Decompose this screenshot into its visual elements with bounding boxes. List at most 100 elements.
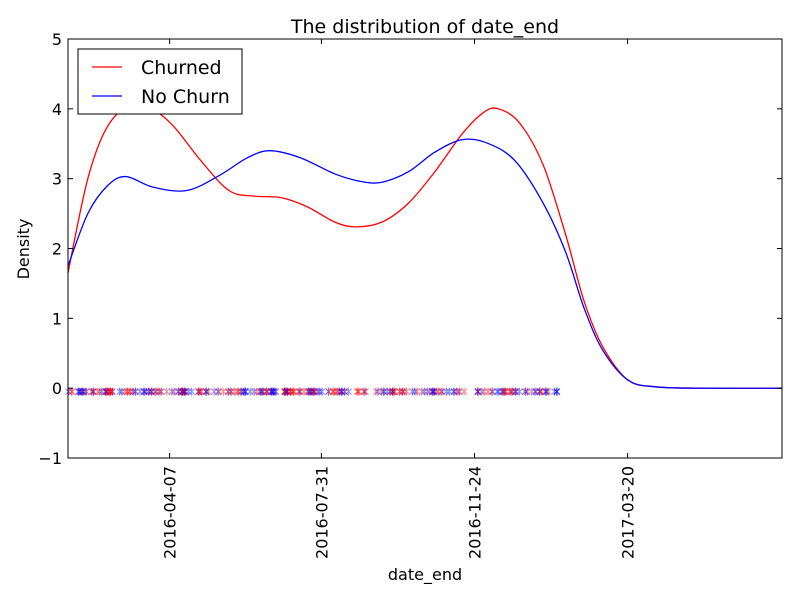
rug-mark (338, 387, 346, 396)
rug-mark (337, 387, 345, 396)
rug-mark (390, 387, 398, 396)
rug-mark (126, 387, 134, 396)
rug-mark (522, 387, 529, 396)
rug-mark (108, 387, 116, 396)
rug-mark (512, 387, 519, 396)
rug-mark (257, 387, 265, 396)
rug-mark (116, 387, 124, 396)
rug-mark (428, 387, 436, 396)
rug-mark (127, 387, 135, 396)
rug-mark (528, 387, 535, 396)
rug-mark (241, 387, 248, 396)
rug-mark (354, 387, 362, 396)
rug-mark (396, 387, 404, 396)
rug-mark (174, 387, 182, 396)
rug-mark (331, 387, 338, 396)
rug-mark (411, 387, 419, 396)
rug-mark (242, 387, 249, 396)
rug-mark (107, 387, 114, 396)
rug-mark (196, 387, 204, 396)
legend-label: Churned (141, 57, 222, 79)
rug-mark (538, 387, 545, 396)
rug-mark (145, 387, 152, 396)
rug-mark (296, 387, 304, 396)
x-tick-label: 2016-07-31 (312, 466, 331, 559)
y-tick-label: 3 (52, 170, 62, 189)
rug-mark (79, 387, 86, 396)
rug-mark (257, 387, 264, 396)
rug-mark (263, 387, 270, 396)
rug-mark (250, 387, 258, 396)
rug-mark (501, 387, 508, 396)
rug-mark (253, 387, 261, 396)
rug-mark (430, 387, 438, 396)
rug-mark (237, 387, 245, 396)
rug-mark (389, 387, 396, 396)
rug-mark (544, 387, 552, 396)
rug-mark (341, 387, 348, 396)
rug-mark (180, 387, 188, 396)
rug-mark (88, 387, 95, 396)
rug-mark (83, 387, 90, 396)
rug-mark (398, 387, 406, 396)
rug-mark (283, 387, 291, 396)
rug-mark (372, 387, 380, 396)
rug-mark (489, 387, 497, 396)
y-axis-label: Density (14, 219, 33, 280)
rug-mark (360, 387, 368, 396)
rug-mark (76, 387, 84, 396)
rug-mark (362, 387, 369, 396)
rug-mark (450, 387, 457, 396)
rug-mark (234, 387, 242, 396)
rug-mark (271, 387, 279, 396)
rug-mark (316, 387, 324, 396)
rug-mark (90, 387, 97, 396)
rug-mark (310, 387, 318, 396)
rug-mark (318, 387, 326, 396)
rug-mark (336, 387, 343, 396)
rug-mark (329, 387, 337, 396)
rug-mark (325, 387, 332, 396)
rug-mark (163, 387, 171, 396)
rug-mark (532, 387, 540, 396)
rug-mark (283, 387, 291, 396)
rug-mark (493, 387, 501, 396)
x-axis-label: date_end (388, 565, 462, 585)
rug-mark (281, 387, 289, 396)
rug-mark (282, 387, 290, 396)
rug-mark (129, 387, 137, 396)
legend-label: No Churn (141, 86, 230, 108)
rug-mark (98, 387, 106, 396)
rug-mark (75, 387, 83, 396)
y-tick-label: 2 (52, 240, 62, 259)
rug-mark (178, 387, 186, 396)
rug-mark (308, 387, 316, 396)
rug-mark (403, 387, 410, 396)
rug-mark (386, 387, 394, 396)
rug-mark (181, 387, 189, 396)
rug-mark (435, 387, 442, 396)
rug-mark (281, 387, 288, 396)
rug-mark (309, 387, 317, 396)
rug-mark (389, 387, 397, 396)
rug-mark (488, 387, 496, 396)
rug-mark (68, 387, 76, 396)
rug-mark (480, 387, 488, 396)
rug-mark (68, 387, 75, 396)
x-tick-label: 2016-04-07 (161, 466, 180, 559)
rug-mark (80, 387, 88, 396)
rug-mark (307, 387, 315, 396)
rug-mark (231, 387, 239, 396)
rug-mark (541, 387, 549, 396)
rug-mark (147, 387, 155, 396)
rug-mark (551, 387, 558, 396)
x-tick-label: 2016-11-24 (465, 466, 484, 559)
rug-mark (543, 387, 551, 396)
rug-mark (268, 387, 275, 396)
rug-mark (355, 387, 363, 396)
rug-mark (227, 387, 235, 396)
rug-mark (147, 387, 155, 396)
rug-mark (314, 387, 322, 396)
rug-mark (484, 387, 492, 396)
rug-mark (296, 387, 303, 396)
